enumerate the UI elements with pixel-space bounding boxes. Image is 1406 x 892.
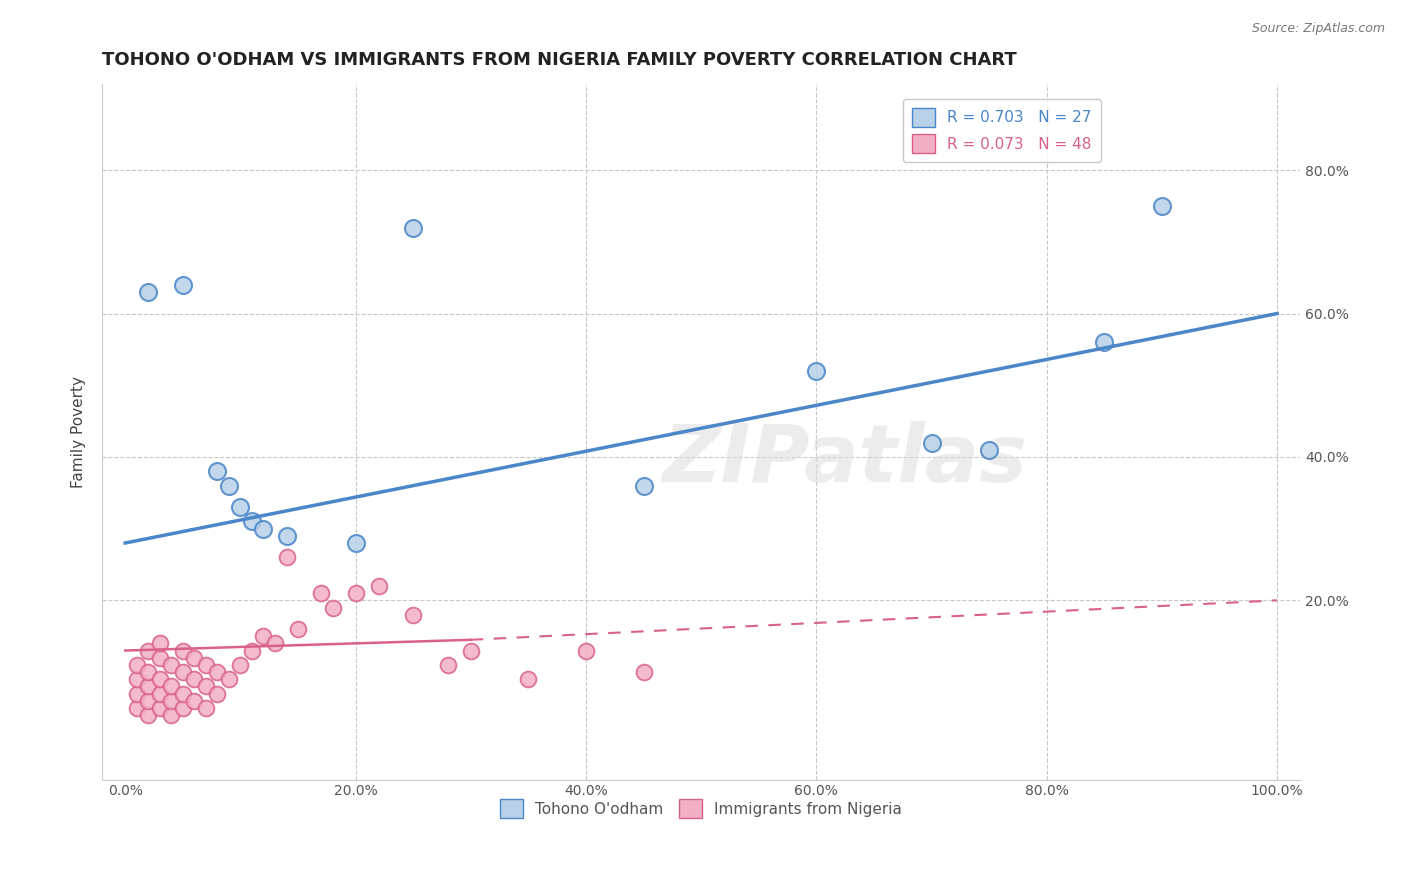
Point — [252, 629, 274, 643]
Text: Source: ZipAtlas.com: Source: ZipAtlas.com — [1251, 22, 1385, 36]
Point — [125, 701, 148, 715]
Point — [149, 687, 172, 701]
Point — [1150, 199, 1173, 213]
Point — [276, 529, 298, 543]
Point — [160, 680, 183, 694]
Point — [402, 220, 425, 235]
Point — [218, 478, 240, 492]
Point — [460, 643, 482, 657]
Point — [229, 657, 252, 672]
Point — [136, 643, 159, 657]
Point — [229, 500, 252, 515]
Point — [575, 643, 598, 657]
Legend: Tohono O'odham, Immigrants from Nigeria: Tohono O'odham, Immigrants from Nigeria — [494, 793, 908, 824]
Point — [136, 665, 159, 679]
Point — [517, 672, 540, 686]
Point — [183, 672, 205, 686]
Point — [436, 657, 458, 672]
Point — [276, 550, 298, 565]
Point — [172, 665, 194, 679]
Point — [172, 277, 194, 292]
Point — [125, 687, 148, 701]
Point — [633, 478, 655, 492]
Point — [240, 643, 263, 657]
Point — [125, 657, 148, 672]
Point — [136, 708, 159, 723]
Point — [183, 650, 205, 665]
Point — [136, 694, 159, 708]
Point — [194, 701, 217, 715]
Point — [136, 285, 159, 299]
Point — [977, 442, 1000, 457]
Point — [194, 657, 217, 672]
Point — [149, 672, 172, 686]
Point — [125, 672, 148, 686]
Point — [207, 464, 229, 478]
Point — [921, 435, 943, 450]
Point — [633, 665, 655, 679]
Point — [149, 636, 172, 650]
Point — [160, 657, 183, 672]
Point — [240, 515, 263, 529]
Point — [207, 665, 229, 679]
Point — [207, 687, 229, 701]
Point — [309, 586, 332, 600]
Text: TOHONO O'ODHAM VS IMMIGRANTS FROM NIGERIA FAMILY POVERTY CORRELATION CHART: TOHONO O'ODHAM VS IMMIGRANTS FROM NIGERI… — [103, 51, 1017, 69]
Point — [172, 687, 194, 701]
Point — [1092, 335, 1115, 350]
Point — [367, 579, 389, 593]
Y-axis label: Family Poverty: Family Poverty — [72, 376, 86, 488]
Point — [136, 680, 159, 694]
Point — [160, 708, 183, 723]
Point — [218, 672, 240, 686]
Point — [344, 536, 367, 550]
Point — [172, 701, 194, 715]
Point — [806, 364, 828, 378]
Point — [402, 607, 425, 622]
Point — [287, 622, 309, 636]
Point — [160, 694, 183, 708]
Point — [149, 701, 172, 715]
Point — [183, 694, 205, 708]
Point — [252, 522, 274, 536]
Point — [322, 600, 344, 615]
Point — [344, 586, 367, 600]
Point — [264, 636, 287, 650]
Text: ZIPatlas: ZIPatlas — [662, 421, 1028, 499]
Point — [194, 680, 217, 694]
Point — [149, 650, 172, 665]
Point — [172, 643, 194, 657]
